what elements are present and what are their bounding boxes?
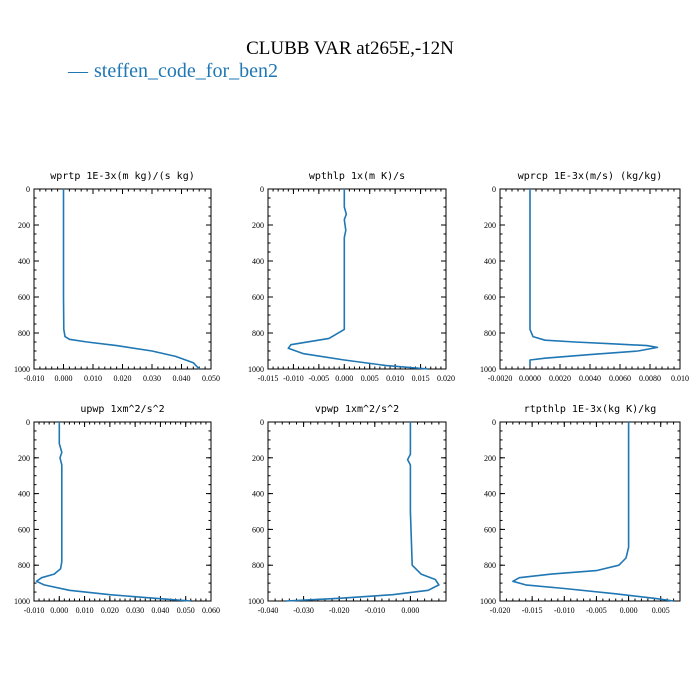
x-tick-label: 0.000	[401, 606, 419, 615]
x-tick-label: 0.040	[151, 606, 169, 615]
x-tick-label: 0.005	[361, 374, 379, 383]
x-tick-label: 0.020	[101, 606, 119, 615]
y-tick-label: 600	[252, 293, 264, 302]
x-tick-label: -0.0020	[488, 374, 513, 383]
y-tick-label: 800	[252, 329, 264, 338]
x-tick-label: 0.0000	[519, 374, 541, 383]
x-tick-label: -0.030	[293, 606, 314, 615]
y-tick-label: 0	[260, 185, 264, 194]
x-tick-label: 0.010	[76, 606, 94, 615]
x-tick-label: 0.010	[386, 374, 404, 383]
x-tick-label: 0.0040	[579, 374, 601, 383]
x-tick-label: 0.000	[620, 606, 638, 615]
y-tick-label: 800	[18, 329, 30, 338]
legend-label: steffen_code_for_ben2	[94, 60, 279, 82]
panel-title: vpwp 1xm^2/s^2	[315, 404, 399, 415]
plot-frame	[499, 421, 681, 602]
panel-title: wprtp 1E-3x(m kg)/(s kg)	[50, 171, 195, 182]
x-tick-label: -0.010	[24, 606, 45, 615]
x-tick-label: -0.010	[554, 606, 575, 615]
y-tick-label: 200	[252, 221, 264, 230]
x-tick-label: -0.005	[586, 606, 607, 615]
x-tick-label: -0.005	[309, 374, 330, 383]
y-tick-label: 200	[252, 454, 264, 463]
panel-title: rtpthlp 1E-3x(kg K)/kg	[524, 404, 656, 415]
x-tick-label: -0.015	[522, 606, 543, 615]
x-tick-label: 0.000	[335, 374, 353, 383]
x-tick-label: 0.050	[177, 606, 195, 615]
plot-frame	[267, 188, 447, 370]
x-tick-label: 0.000	[55, 374, 73, 383]
series-line	[512, 422, 674, 602]
y-tick-label: 1000	[480, 597, 496, 606]
x-tick-label: 0.050	[202, 374, 220, 383]
y-tick-label: 400	[18, 490, 30, 499]
plot-frame	[33, 188, 212, 370]
y-tick-label: 400	[484, 490, 496, 499]
x-tick-label: 0.0080	[639, 374, 661, 383]
panel-title: wprcp 1E-3x(m/s) (kg/kg)	[518, 171, 663, 182]
series-line	[62, 189, 200, 370]
y-tick-label: 800	[252, 561, 264, 570]
y-tick-label: 600	[18, 293, 30, 302]
y-tick-label: 600	[252, 525, 264, 534]
y-tick-label: 0	[26, 185, 30, 194]
plot-frame	[267, 421, 447, 602]
x-tick-label: 0.005	[652, 606, 670, 615]
figure-title: CLUBB VAR at265E,-12N	[246, 38, 454, 59]
x-tick-label: 0.030	[126, 606, 144, 615]
x-tick-label: 0.020	[114, 374, 132, 383]
x-tick-label: 0.040	[173, 374, 191, 383]
y-tick-label: 600	[484, 525, 496, 534]
y-tick-label: 1000	[480, 365, 496, 374]
y-tick-label: 0	[26, 418, 30, 427]
x-tick-label: -0.040	[258, 606, 279, 615]
series-line	[35, 422, 191, 602]
y-tick-label: 600	[18, 525, 30, 534]
y-tick-label: 400	[252, 490, 264, 499]
y-tick-label: 0	[492, 418, 496, 427]
x-tick-label: 0.020	[437, 374, 455, 383]
y-tick-label: 200	[18, 454, 30, 463]
x-tick-label: 0.0060	[609, 374, 631, 383]
series-line	[529, 189, 659, 366]
y-tick-label: 800	[484, 561, 496, 570]
y-tick-label: 200	[484, 454, 496, 463]
x-tick-label: 0.015	[412, 374, 430, 383]
x-tick-label: 0.010	[671, 374, 689, 383]
legend-line-icon: —	[68, 60, 88, 82]
y-tick-label: 400	[484, 257, 496, 266]
y-tick-label: 200	[18, 221, 30, 230]
y-tick-label: 1000	[14, 597, 30, 606]
series-line	[285, 422, 440, 602]
y-tick-label: 600	[484, 293, 496, 302]
panel-title: wpthlp 1x(m K)/s	[309, 171, 405, 182]
panel-title: upwp 1xm^2/s^2	[80, 404, 164, 415]
y-tick-label: 0	[492, 185, 496, 194]
y-tick-label: 800	[484, 329, 496, 338]
x-tick-label: 0.010	[84, 374, 102, 383]
y-tick-label: 0	[260, 418, 264, 427]
y-tick-label: 800	[18, 561, 30, 570]
series-line	[287, 189, 429, 370]
y-tick-label: 200	[484, 221, 496, 230]
legend: — steffen_code_for_ben2	[68, 60, 278, 83]
y-tick-label: 1000	[14, 365, 30, 374]
x-tick-label: -0.010	[364, 606, 385, 615]
y-tick-label: 400	[18, 257, 30, 266]
x-tick-label: 0.000	[50, 606, 68, 615]
x-tick-label: 0.0020	[549, 374, 571, 383]
x-tick-label: -0.020	[490, 606, 511, 615]
x-tick-label: -0.015	[258, 374, 279, 383]
x-tick-label: -0.020	[329, 606, 350, 615]
x-tick-label: -0.010	[283, 374, 304, 383]
y-tick-label: 1000	[248, 365, 264, 374]
y-tick-label: 400	[252, 257, 264, 266]
x-tick-label: -0.010	[24, 374, 45, 383]
x-tick-label: 0.030	[143, 374, 161, 383]
y-tick-label: 1000	[248, 597, 264, 606]
x-tick-label: 0.060	[202, 606, 220, 615]
